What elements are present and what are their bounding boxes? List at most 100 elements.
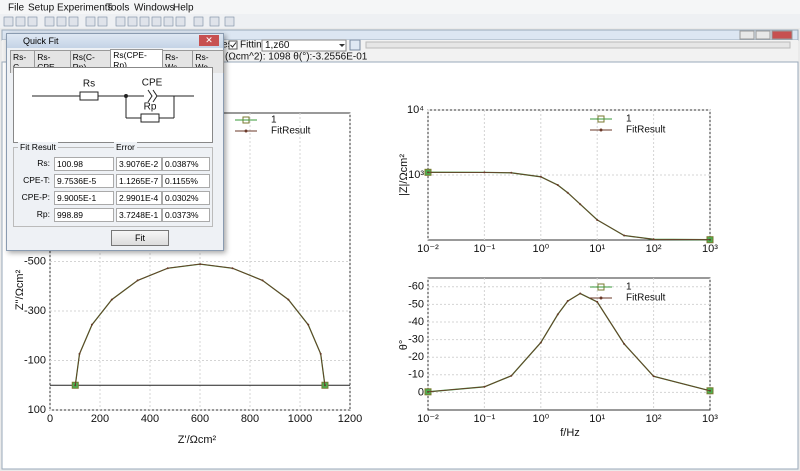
fit-point [510, 171, 513, 174]
y-tick-label: 10³ [408, 169, 424, 181]
legend-label: FitResult [626, 125, 666, 136]
x-tick-label: 10⁻¹ [474, 413, 496, 425]
fit-point [596, 218, 599, 221]
param-percent: 0.0387% [162, 157, 210, 171]
x-tick-label: 10⁻¹ [474, 243, 496, 255]
menu-item[interactable]: Experiments [57, 3, 113, 14]
x-tick-label: 10¹ [589, 413, 605, 425]
menu-item[interactable]: Help [173, 3, 194, 14]
dialog-close[interactable]: ✕ [199, 35, 219, 46]
x-tick-label: 10⁻² [417, 413, 439, 425]
fit-point [427, 171, 429, 174]
close-button[interactable] [771, 30, 793, 40]
fit-point [74, 384, 77, 387]
param-error: 3.7248E-1 [116, 208, 162, 222]
group-label: Fit Result [18, 142, 58, 152]
fit-point [231, 267, 234, 270]
y-tick-label: 0 [418, 386, 424, 398]
x-tick-label: 600 [191, 413, 209, 425]
menu-item[interactable]: Setup [28, 3, 55, 14]
toolbar-label: es [222, 40, 233, 51]
fit-button[interactable]: Fit [111, 230, 169, 246]
x-tick-label: 10⁰ [532, 413, 549, 425]
x-tick-label: 10¹ [589, 243, 605, 255]
legend-label: FitResult [626, 293, 666, 304]
dropdown[interactable] [261, 39, 347, 52]
dropdown-arrow [339, 44, 345, 47]
y-tick-label: -20 [408, 351, 424, 363]
fit-point [199, 263, 202, 266]
param-name: CPE-P: [21, 192, 50, 202]
y-tick-label: -40 [408, 316, 424, 328]
fit-point [90, 323, 93, 326]
result-row: CPE-P: 9.9005E-1 2.9901E-4 0.0302% [14, 191, 212, 205]
result-row: CPE-T: 9.7536E-5 1.1265E-7 0.1155% [14, 174, 212, 188]
fit-point [136, 279, 139, 282]
fit-point [539, 341, 542, 344]
fit-point [287, 298, 290, 301]
x-tick-label: 1200 [338, 413, 362, 425]
fit-point [307, 323, 310, 326]
fit-point [623, 342, 626, 345]
fit-result-group: Fit Result Error Rs: 100.98 3.9076E-2 0.038… [13, 142, 213, 227]
legend-label: FitResult [271, 126, 311, 137]
y-axis-label: Z''/Ωcm² [14, 269, 26, 310]
fit-point [652, 238, 655, 241]
param-error: 3.9076E-2 [116, 157, 162, 171]
param-name: Rs: [37, 158, 50, 168]
fit-point [579, 292, 582, 295]
fit-point [566, 300, 569, 303]
fit-point [652, 375, 655, 378]
y-tick-label: -10 [408, 369, 424, 381]
minimize-button[interactable] [739, 30, 755, 40]
param-error: 2.9901E-4 [116, 191, 162, 205]
x-tick-label: 10⁰ [532, 243, 549, 255]
y-axis-label: θ° [398, 340, 410, 351]
fit-point [483, 385, 486, 388]
maximize-button[interactable] [755, 30, 771, 40]
fit-point [166, 267, 169, 270]
x-tick-label: 10² [646, 243, 662, 255]
x-axis-label: f/Hz [560, 427, 580, 439]
check-mark [230, 42, 237, 48]
fit-point [427, 390, 429, 393]
y-tick-label: -300 [24, 305, 46, 317]
menu-bar [0, 0, 800, 14]
y-tick-label: -60 [408, 281, 424, 293]
x-tick-label: 10³ [702, 243, 718, 255]
param-percent: 0.0373% [162, 208, 210, 222]
circuit-diagram: Rs CPE Rp [13, 67, 213, 143]
param-value: 100.98 [54, 157, 114, 171]
result-row: Rs: 100.98 3.9076E-2 0.0387% [14, 157, 212, 171]
legend-label: 1 [271, 115, 277, 126]
checkbox-label: Fitting [240, 40, 267, 51]
fit-point [556, 184, 559, 187]
node [124, 94, 128, 98]
param-percent: 0.0302% [162, 191, 210, 205]
param-value: 998.89 [54, 208, 114, 222]
y-tick-label: -30 [408, 334, 424, 346]
menu-item[interactable]: File [8, 3, 25, 14]
status-line: (Ωcm^2): 1098 θ(°):-3.2556E-01 [225, 52, 368, 63]
refresh-icon[interactable] [349, 39, 361, 51]
menu-item[interactable]: Tools [106, 3, 129, 14]
menu-item[interactable]: Windows [134, 3, 175, 14]
x-tick-label: 10³ [702, 413, 718, 425]
fitting-checkbox[interactable] [228, 40, 238, 50]
y-tick-label: -50 [408, 298, 424, 310]
fit-point [596, 300, 599, 303]
circuit: Rs CPE Rp [32, 78, 194, 123]
param-name: CPE-T: [23, 175, 50, 185]
x-tick-label: 0 [47, 413, 53, 425]
circuit-label: Rs [83, 79, 95, 90]
x-tick-label: 10² [646, 413, 662, 425]
x-tick-label: 800 [241, 413, 259, 425]
fit-point [483, 171, 486, 174]
fit-point [510, 374, 513, 377]
y-tick-label: 10⁴ [407, 104, 424, 116]
fit-point [709, 389, 711, 392]
y-axis-label: |Z|/Ωcm² [398, 154, 410, 196]
slider-track[interactable] [365, 41, 791, 49]
param-percent: 0.1155% [162, 174, 210, 188]
y-tick-label: -500 [24, 255, 46, 267]
